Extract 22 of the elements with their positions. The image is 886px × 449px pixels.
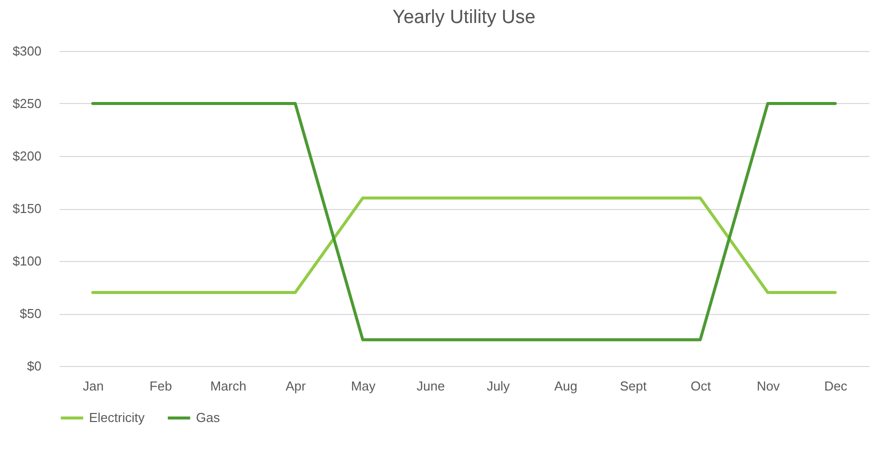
x-tick-label: Nov xyxy=(756,378,780,394)
x-tick-label: July xyxy=(486,378,510,394)
legend-label: Electricity xyxy=(89,410,146,425)
x-tick-label: Jan xyxy=(82,378,104,394)
x-tick-label: May xyxy=(350,378,376,394)
x-tick-label: Oct xyxy=(690,378,712,394)
y-tick-label: $200 xyxy=(12,148,42,164)
x-tick-label: March xyxy=(210,378,246,394)
x-tick-label: June xyxy=(416,378,445,394)
x-tick-label: Aug xyxy=(554,378,578,394)
y-tick-label: $100 xyxy=(12,254,42,268)
x-tick-label: Dec xyxy=(824,378,848,394)
y-tick-label: $300 xyxy=(12,44,42,58)
y-tick-label: $150 xyxy=(12,201,42,216)
chart-title: Yearly Utility Use xyxy=(392,7,536,28)
y-tick-label: $50 xyxy=(20,306,42,321)
legend-label: Gas xyxy=(196,410,220,425)
y-tick-label: $250 xyxy=(12,96,42,111)
x-tick-label: Apr xyxy=(286,378,307,394)
y-tick-label: $0 xyxy=(27,358,42,374)
x-tick-label: Sept xyxy=(620,378,648,394)
x-tick-label: Feb xyxy=(150,378,172,394)
